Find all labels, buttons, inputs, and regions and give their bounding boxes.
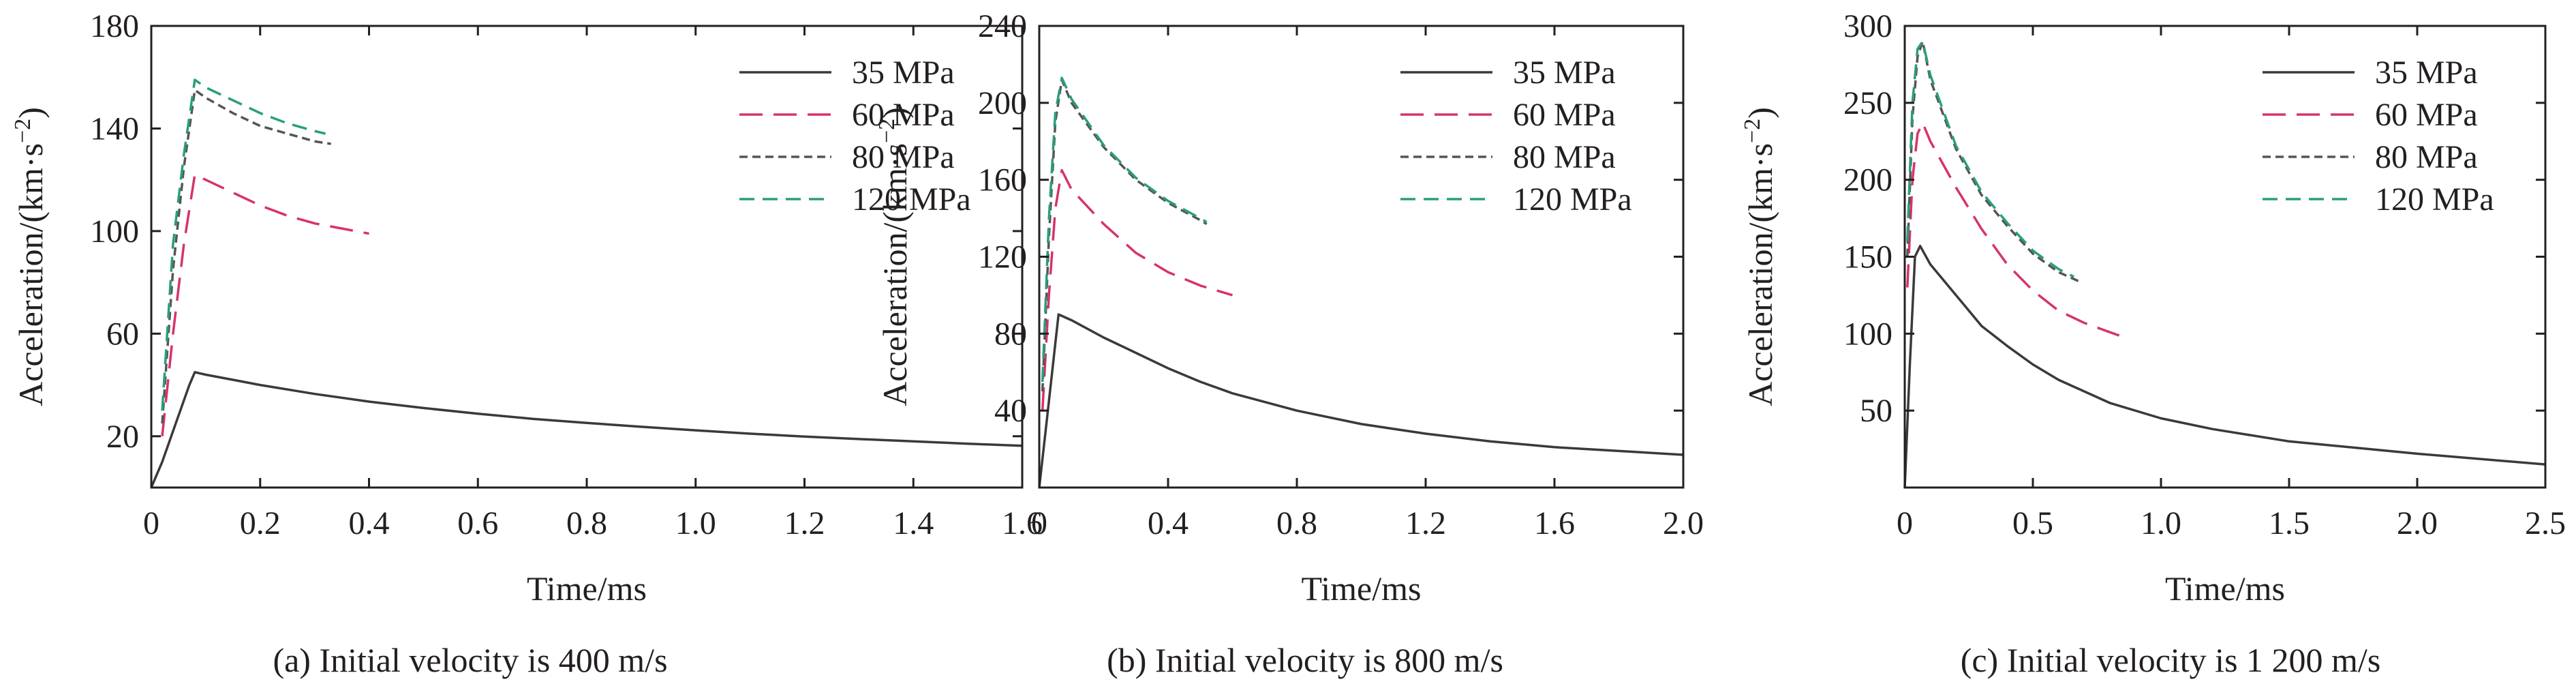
x-tick-label: 0.5 [2012,505,2053,541]
y-tick-label: 300 [1843,8,1892,44]
x-tick-label: 0.2 [240,505,281,541]
legend-label: 60 MPa [1513,97,1616,133]
x-axis-label: Time/ms [1301,569,1421,608]
y-tick-label: 180 [90,8,139,44]
legend-label: 60 MPa [2375,97,2478,133]
legend-label: 35 MPa [2375,55,2478,91]
series-line-80-mpa [1906,40,2080,283]
legend-label: 120 MPa [852,181,971,218]
series-line-60-mpa [1041,168,1233,411]
legend-label: 80 MPa [852,139,955,175]
x-tick-label: 1.2 [1405,505,1446,541]
y-axis-label: Acceleration/(km·s−2) [874,107,914,406]
y-tick-label: 150 [1843,239,1892,275]
y-tick-label: 120 [978,239,1027,275]
x-tick-label: 0.4 [349,505,390,541]
y-axis-label: Acceleration/(km·s−2) [1740,107,1779,406]
x-tick-label: 1.6 [1534,505,1575,541]
legend-label: 60 MPa [852,97,955,133]
series-line-60-mpa [1906,121,2123,338]
x-tick-label: 1.2 [784,505,825,541]
series-line-35-mpa [1038,313,1684,488]
y-tick-label: 100 [1843,316,1892,352]
x-tick-label: 0.8 [566,505,607,541]
x-tick-label: 1.0 [2141,505,2181,541]
legend: 35 MPa 60 MPa 80 MPa 120 MPa [1400,55,1632,218]
legend-label: 120 MPa [2375,181,2494,218]
legend-label: 35 MPa [1513,55,1616,91]
series-line-35-mpa [150,371,1023,488]
legend: 35 MPa 60 MPa 80 MPa 120 MPa [739,55,971,218]
x-tick-label: 0.8 [1276,505,1317,541]
y-tick-label: 200 [1843,162,1892,198]
x-tick-label: 0 [1031,505,1047,541]
x-tick-label: 0 [143,505,159,541]
x-tick-label: 2.0 [1663,505,1704,541]
y-tick-label: 80 [994,316,1027,352]
y-tick-label: 40 [994,393,1027,429]
x-tick-label: 1.6 [1002,505,1043,541]
y-tick-label: 60 [106,316,139,352]
series-line-120-mpa [161,78,326,411]
y-tick-label: 240 [978,8,1027,44]
y-tick-label: 140 [90,110,139,147]
x-tick-label: 0 [1897,505,1913,541]
x-tick-label: 1.0 [675,505,716,541]
plot-frame [1038,25,1685,489]
legend-label: 80 MPa [2375,139,2478,175]
y-tick-label: 20 [106,419,139,455]
series-line-35-mpa [1903,244,2546,488]
chart-panel-2: 0 0.4 0.8 1.2 1.6 2.0 40 80 120 160 200 240 Time/ms A… [874,8,1704,679]
legend: 35 MPa 60 MPa 80 MPa 120 MPa [2263,55,2494,218]
series-line-80-mpa [161,89,331,424]
series-line-120-mpa [1906,40,2074,278]
series-line-80-mpa [1041,78,1208,392]
x-tick-label: 1.5 [2269,505,2310,541]
x-tick-label: 1.4 [893,505,934,541]
x-tick-label: 2.5 [2525,505,2566,541]
legend-label: 35 MPa [852,55,955,91]
series-line-120-mpa [1041,76,1208,382]
legend-label: 80 MPa [1513,139,1616,175]
x-tick-label: 0.6 [457,505,498,541]
y-axis-label: Acceleration/(km·s−2) [10,107,50,406]
panel-caption: (c) Initial velocity is 1 200 m/s [1961,641,2381,679]
panel-caption: (a) Initial velocity is 400 m/s [273,641,667,679]
x-axis-label: Time/ms [2165,569,2285,608]
x-tick-label: 0.4 [1148,505,1189,541]
y-tick-label: 50 [1860,393,1892,429]
y-tick-label: 250 [1843,85,1892,121]
chart-panel-1: 0 0.2 0.4 0.6 0.8 1.0 1.2 1.4 1.6 20 60 100 140 180 Ti… [10,8,1043,679]
x-tick-label: 2.0 [2397,505,2438,541]
panel-caption: (b) Initial velocity is 800 m/s [1107,641,1503,679]
legend-label: 120 MPa [1513,181,1632,218]
y-tick-label: 100 [90,213,139,250]
chart-panel-3: 0 0.5 1.0 1.5 2.0 2.5 50 100 150 200 250 300 Time/ms… [1740,8,2566,679]
x-axis-label: Time/ms [527,569,647,608]
y-tick-label: 160 [978,162,1027,198]
y-tick-label: 200 [978,85,1027,121]
